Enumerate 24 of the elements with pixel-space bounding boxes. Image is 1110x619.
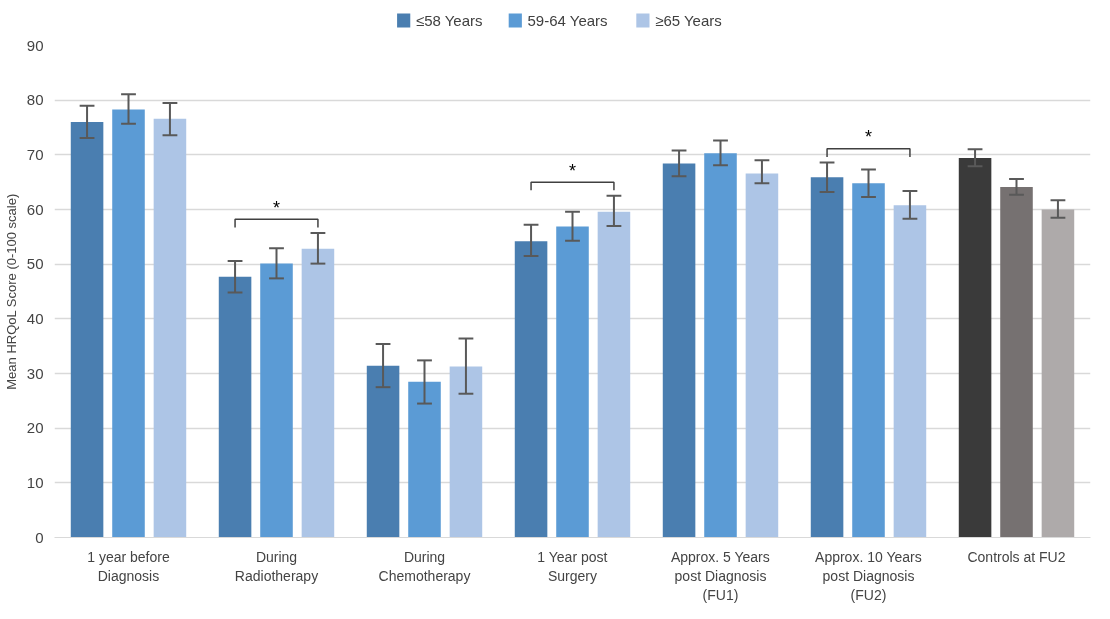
y-tick-label: 80 [26, 91, 44, 109]
legend-label: ≤58 Years [415, 12, 483, 29]
x-tick-label: 1 Year post Surgery [537, 548, 608, 584]
annotation: * [569, 160, 577, 181]
x-tick-label: Controls at FU2 [967, 548, 1066, 565]
x-tick-label: Approx. 10 Years post Diagnosis (FU2) [815, 548, 922, 603]
y-tick-label: 40 [26, 309, 44, 327]
x-tick-label: 1 year before Diagnosis [87, 548, 170, 584]
x-tick-label: During Radiotherapy [234, 548, 319, 584]
annotation: * [865, 127, 873, 148]
y-tick-label: 30 [26, 364, 44, 382]
legend-label: ≥65 Years [655, 12, 722, 29]
y-tick-label: 0 [35, 528, 44, 546]
x-tick-label: During Chemotherapy [378, 548, 471, 584]
y-tick-label: 90 [26, 36, 44, 54]
y-tick-label: 50 [26, 255, 44, 273]
y-axis-title: Mean HRQoL Score (0-100 scale) [3, 193, 19, 390]
x-tick-label: Approx. 5 Years post Diagnosis (FU1) [670, 548, 770, 603]
annotation: * [273, 197, 281, 218]
y-tick-label: 10 [26, 473, 44, 491]
y-tick-label: 70 [26, 145, 44, 163]
y-tick-label: 60 [26, 200, 44, 218]
legend-label: 59-64 Years [527, 12, 608, 29]
y-tick-label: 20 [26, 419, 44, 437]
